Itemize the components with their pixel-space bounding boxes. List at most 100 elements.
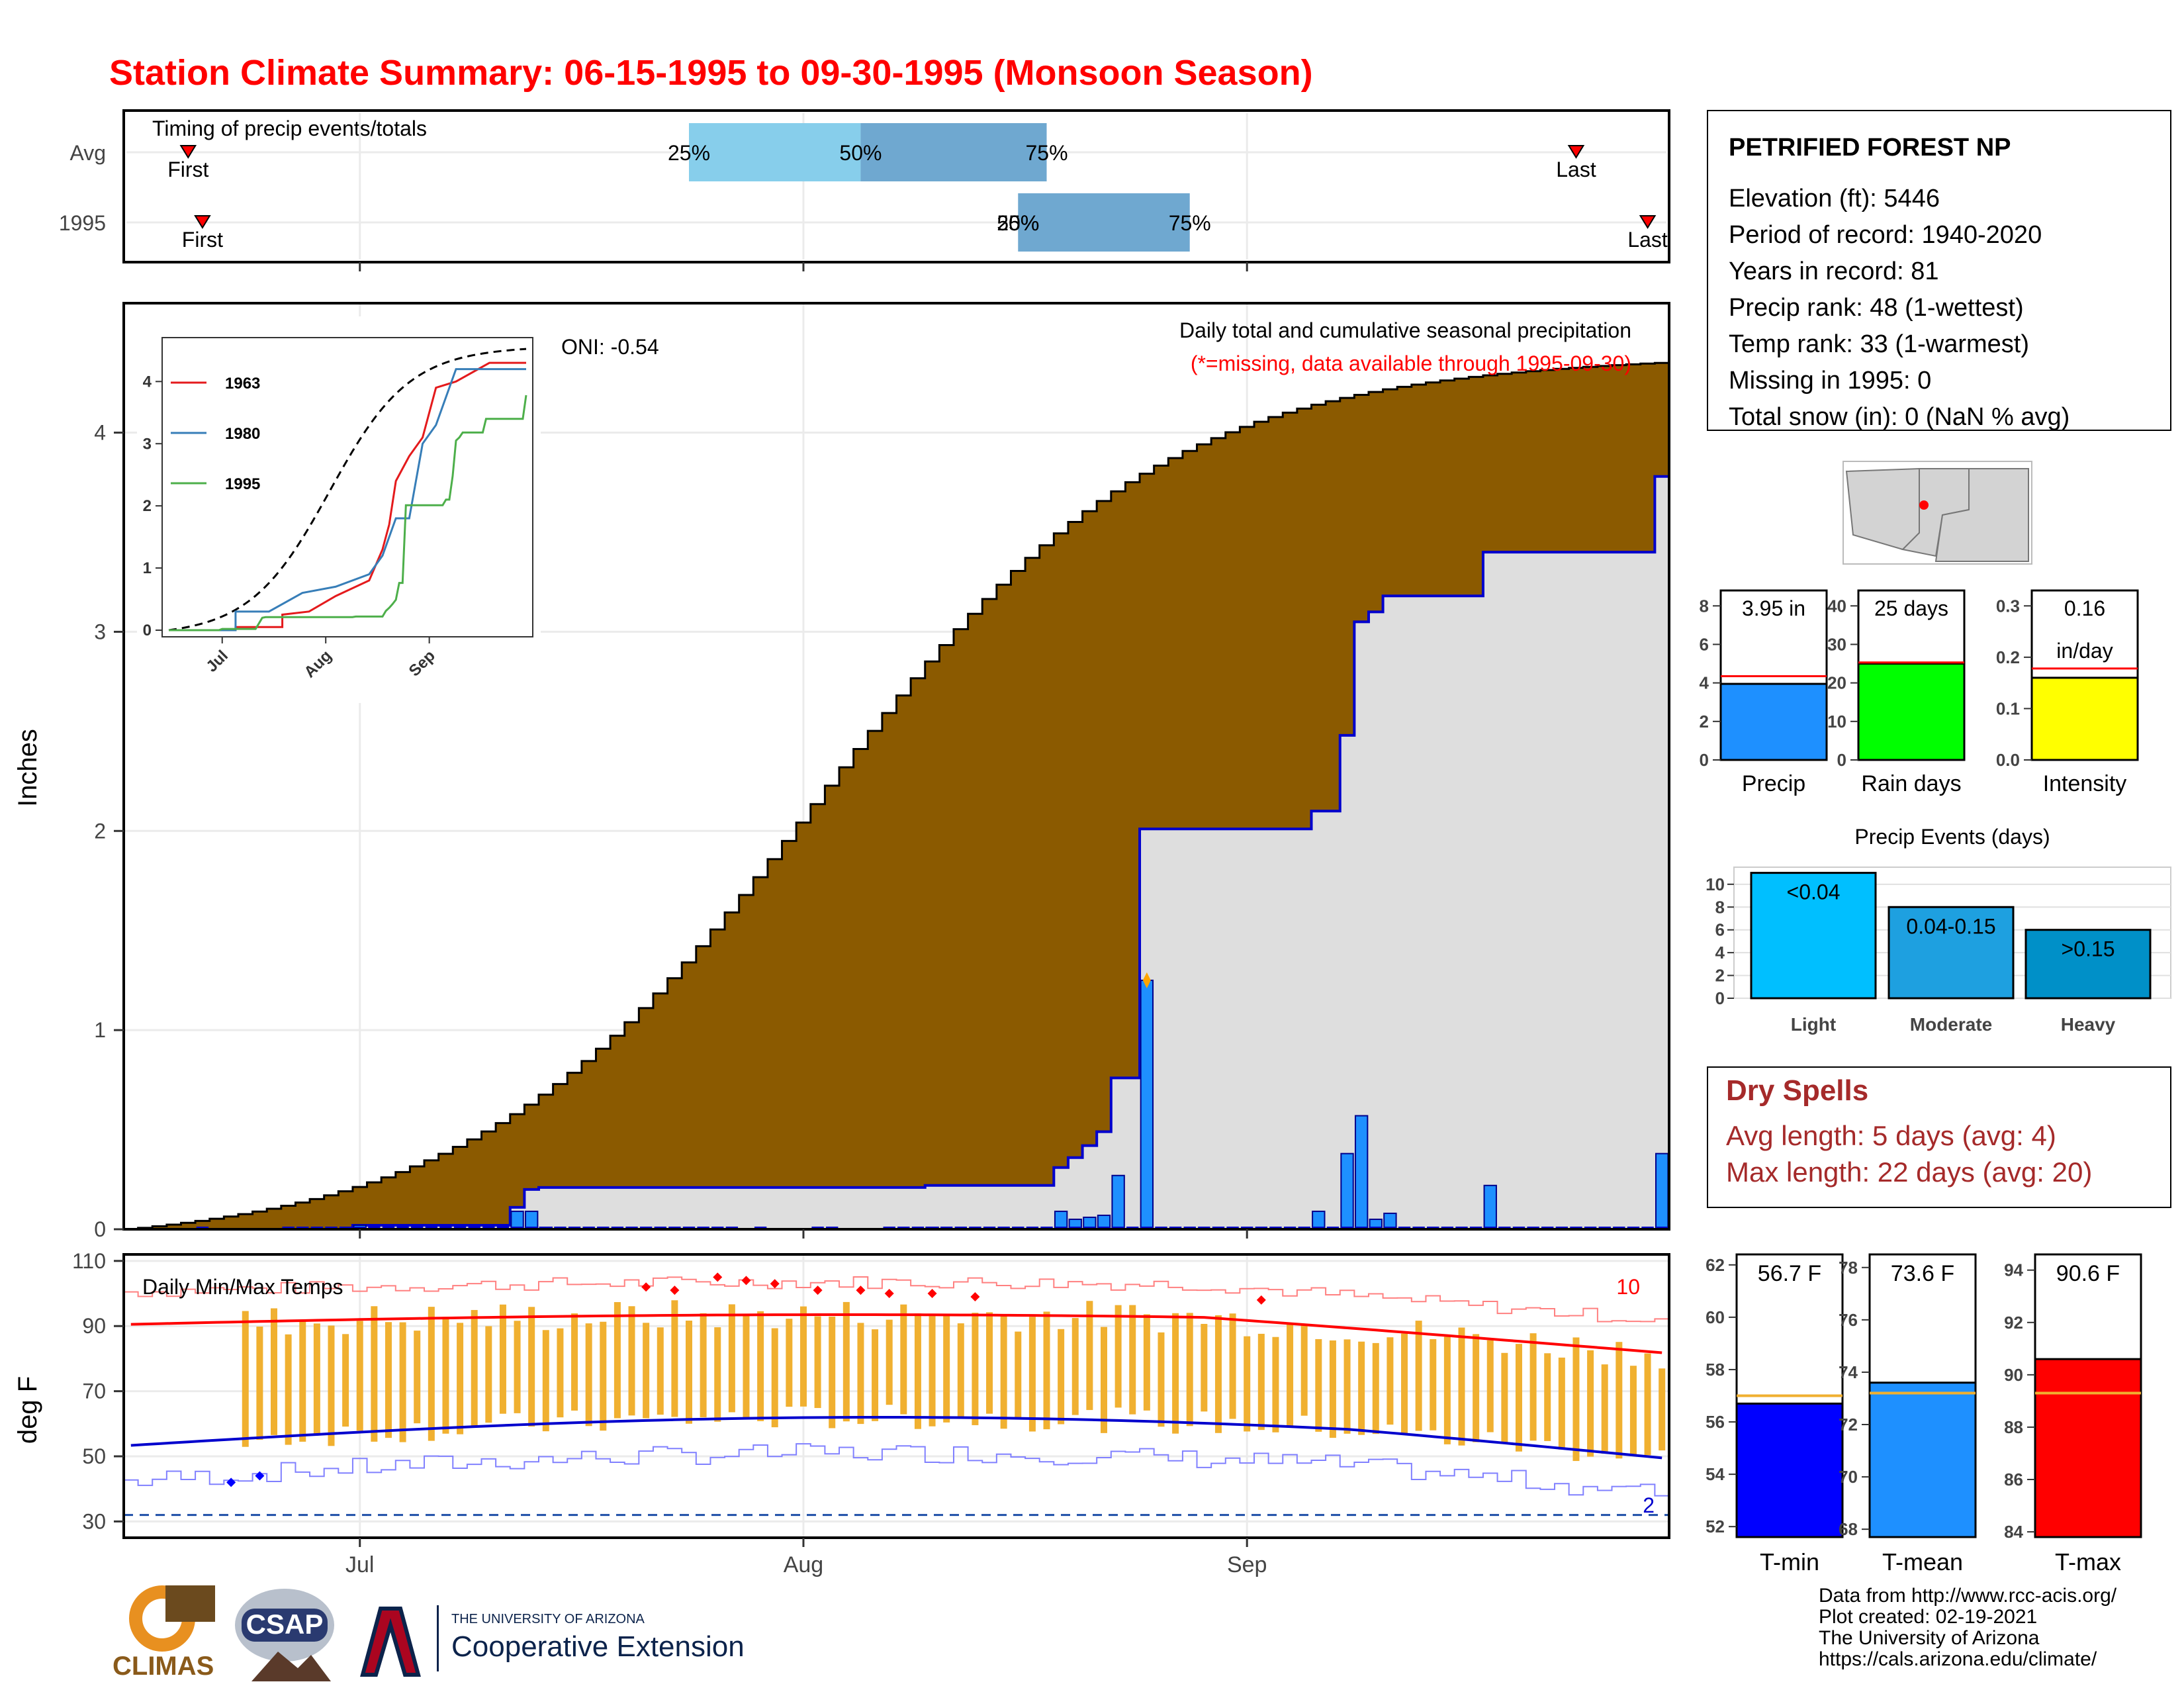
timing-label-50: 50% (839, 141, 882, 165)
daily-temp-bar (643, 1323, 650, 1419)
daily-temp-bar (557, 1328, 564, 1418)
summary-tick-label: 20 (1827, 673, 1846, 693)
timing-first-marker (179, 145, 197, 159)
daily-temp-bar (1100, 1327, 1107, 1433)
daily-temp-bar (356, 1321, 363, 1431)
events-tick-label: 10 (1706, 874, 1725, 894)
summary-value-bar (1719, 682, 1828, 761)
timing-title: Timing of precip events/totals (152, 117, 427, 140)
station-box: PETRIFIED FOREST NP Elevation (ft): 5446… (1707, 110, 2171, 431)
daily-temp-bar (371, 1306, 378, 1442)
precip-panel: Inches 0 1 2 3 4 Daily total and cumulative … (13, 302, 1670, 1241)
daily-temp-bar (1287, 1323, 1294, 1426)
avg-tmin-line (130, 1415, 1662, 1460)
daily-temp-bar (1201, 1323, 1208, 1412)
daily-temp-bar (743, 1313, 750, 1418)
daily-temp-bar (299, 1321, 306, 1442)
inset-lines (168, 348, 527, 632)
ua-small-text: THE UNIVERSITY OF ARIZONA (451, 1612, 645, 1626)
events-tick-label: 6 (1715, 920, 1725, 940)
temp-summary-tick-label: 62 (1706, 1255, 1725, 1275)
daily-temp-bar (528, 1307, 535, 1427)
station-precip-rank: Precip rank: 48 (1-wettest) (1729, 294, 2024, 322)
daily-temp-bar (1515, 1344, 1522, 1452)
daily-temp-bar (1329, 1340, 1336, 1438)
record-high-marker (813, 1286, 823, 1295)
daily-temp-bar (442, 1317, 449, 1434)
precip-ytick-label: 4 (94, 421, 106, 445)
temp-summary-label: T-mean (1882, 1548, 1963, 1575)
daily-temp-bar (1172, 1313, 1179, 1434)
events-bar-label: <0.04 (1787, 880, 1841, 904)
timing-panel: Timing of precip events/totals Avg 1995 … (59, 109, 1670, 263)
temp-summary-tick-label: 84 (2004, 1522, 2023, 1542)
cold-day-count: 2 (1643, 1493, 1655, 1517)
record-low-marker (255, 1471, 265, 1481)
temp-summary-label: T-max (2055, 1548, 2121, 1575)
summary-tick-label: 0 (1837, 750, 1846, 770)
precip-events-chart: Precip Events (days) 02 4 6 8 10 <0.04 Light 0.… (1706, 825, 2171, 1035)
year-cumulative-line (124, 475, 1669, 1231)
station-temp-rank: Temp rank: 33 (1-warmest) (1729, 330, 2029, 358)
timing-last-label: Last (1627, 228, 1668, 252)
daily-temp-bar (972, 1313, 979, 1425)
daily-precip-bar (524, 1210, 539, 1231)
temp-ytick-label: 30 (82, 1509, 106, 1533)
daily-temp-bar (1000, 1315, 1007, 1429)
daily-temp-bar (571, 1313, 578, 1411)
daily-temp-bar (1086, 1301, 1093, 1411)
events-bar (2025, 929, 2152, 1000)
timing-last-marker (1639, 215, 1657, 229)
temp-ylabel: deg F (13, 1376, 42, 1444)
events-tick-label: 0 (1715, 988, 1725, 1008)
temp-summary-tick-label: 78 (1839, 1258, 1858, 1278)
daily-temp-bar (1115, 1305, 1122, 1408)
events-tick-label: 8 (1715, 897, 1725, 917)
station-period: Period of record: 1940-2020 (1729, 221, 2042, 249)
daily-temp-bar (542, 1330, 549, 1432)
events-category-label: Moderate (1910, 1014, 1992, 1035)
record-high-marker (641, 1282, 651, 1292)
csap-logo: CSAP (235, 1589, 334, 1681)
daily-temp-bar (1071, 1318, 1079, 1415)
daily-temp-bar (414, 1331, 421, 1424)
timing-bar-50-75 (860, 123, 1047, 181)
climas-logo-text: CLIMAS (113, 1652, 214, 1681)
daily-temp-bar (1257, 1333, 1265, 1430)
temp-summary-tick-label: 60 (1706, 1307, 1725, 1327)
climas-logo: CLIMAS (113, 1585, 215, 1681)
daily-temp-bar (799, 1306, 807, 1407)
credit-university: The University of Arizona (1819, 1627, 2040, 1649)
temp-ytick-label: 110 (72, 1249, 106, 1273)
inset-ytick-label: 0 (143, 622, 152, 639)
daily-temp-bar (313, 1323, 320, 1434)
summary-bars: 3.95 in Precip 0 2 4 6 8 25 days Rain days 0 10 20 3… (1700, 589, 2139, 796)
temp-content (124, 1272, 1669, 1517)
record-low-line (124, 1443, 1669, 1497)
daily-temp-bar (471, 1309, 478, 1427)
record-high-marker (1256, 1295, 1266, 1305)
summary-tick-label: 8 (1700, 596, 1709, 616)
events-bar (1888, 906, 2015, 1000)
summary-tick-label: 0.3 (1996, 596, 2020, 616)
daily-temp-bar (1572, 1337, 1580, 1462)
avg-tmax-line (130, 1313, 1662, 1354)
daily-temp-bar (628, 1306, 635, 1416)
station-missing: Missing in 1995: 0 (1729, 367, 1931, 395)
inset-line-1995 (169, 395, 527, 632)
daily-temp-bar (1272, 1336, 1279, 1432)
daily-temp-bar (1229, 1313, 1236, 1419)
daily-temp-bar (1529, 1333, 1537, 1441)
record-high-marker (741, 1276, 751, 1286)
summary-value-label: 0.16 (2064, 596, 2105, 620)
record-high-marker (770, 1279, 780, 1289)
events-category-label: Heavy (2061, 1014, 2116, 1035)
daily-temp-bar (1158, 1332, 1165, 1427)
inset-ytick-label: 2 (143, 497, 152, 515)
temp-summary-value: 73.6 F (1891, 1261, 1954, 1286)
station-location-dot (1919, 500, 1929, 510)
summary-tick-label: 6 (1700, 634, 1709, 654)
timing-row-avg: Avg (69, 141, 106, 165)
